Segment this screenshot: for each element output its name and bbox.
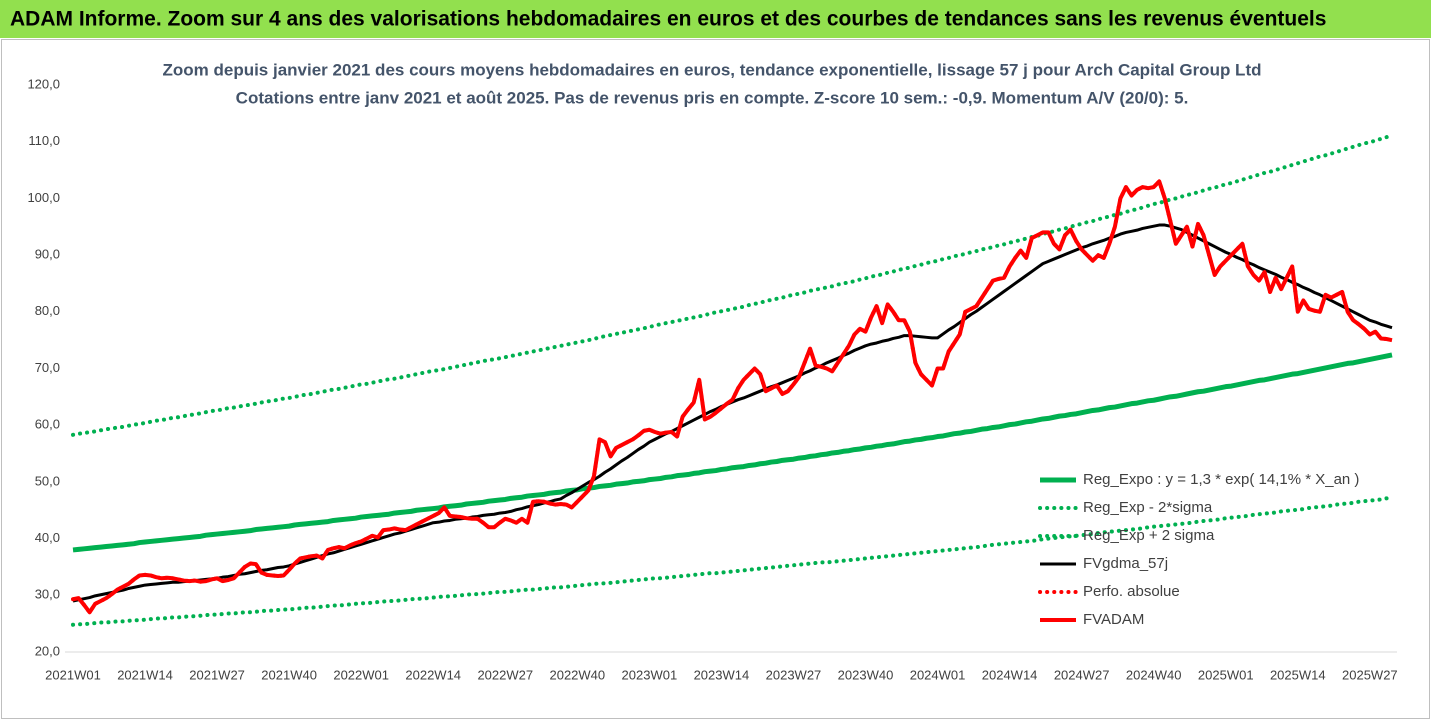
legend-label: Perfo. absolue [1083,583,1180,600]
x-tick-label: 2022W01 [333,667,389,682]
header-bar [0,0,1431,38]
x-tick-label: 2021W40 [261,667,317,682]
y-tick-label: 50,0 [35,473,60,488]
legend-label: Reg_Expo : y = 1,3 * exp( 14,1% * X_an ) [1083,471,1359,488]
x-tick-label: 2023W40 [838,667,894,682]
series-line [71,133,1394,437]
chart-frame [1,39,1430,719]
y-tick-label: 90,0 [35,247,60,262]
series-line [72,352,1393,553]
x-tick-label: 2022W27 [477,667,533,682]
series-line [72,179,1393,615]
x-tick-label: 2021W14 [117,667,173,682]
x-tick-label: 2024W01 [910,667,966,682]
chart-subtitle: Cotations entre janv 2021 et août 2025. … [236,88,1189,107]
legend-label: Reg_Exp - 2*sigma [1083,499,1213,516]
x-tick-label: 2024W40 [1126,667,1182,682]
y-tick-label: 70,0 [35,360,60,375]
x-tick-label: 2024W27 [1054,667,1110,682]
y-tick-label: 120,0 [27,76,60,91]
series-line [71,495,1394,627]
header-title: ADAM Informe. Zoom sur 4 ans des valoris… [10,8,1326,31]
y-tick-label: 40,0 [35,530,60,545]
x-tick-label: 2024W14 [982,667,1038,682]
y-tick-label: 110,0 [28,133,60,148]
x-tick-label: 2022W40 [549,667,605,682]
y-tick-label: 60,0 [35,417,60,432]
x-tick-label: 2025W27 [1342,667,1398,682]
legend-label: Reg_Exp + 2 sigma [1083,527,1215,544]
y-tick-label: 30,0 [35,587,60,602]
y-tick-label: 20,0 [35,643,60,658]
legend-label: FVgdma_57j [1083,555,1168,572]
legend-label: FVADAM [1083,611,1144,628]
y-tick-label: 100,0 [27,190,60,205]
x-tick-label: 2021W27 [189,667,245,682]
x-tick-label: 2023W27 [766,667,822,682]
x-tick-label: 2022W14 [405,667,461,682]
x-tick-label: 2025W14 [1270,667,1326,682]
x-tick-label: 2021W01 [45,667,101,682]
y-tick-label: 80,0 [35,303,60,318]
series-line [72,223,1393,603]
chart-title: Zoom depuis janvier 2021 des cours moyen… [162,60,1261,79]
x-tick-label: 2025W01 [1198,667,1254,682]
x-tick-label: 2023W14 [694,667,750,682]
x-tick-label: 2023W01 [622,667,678,682]
